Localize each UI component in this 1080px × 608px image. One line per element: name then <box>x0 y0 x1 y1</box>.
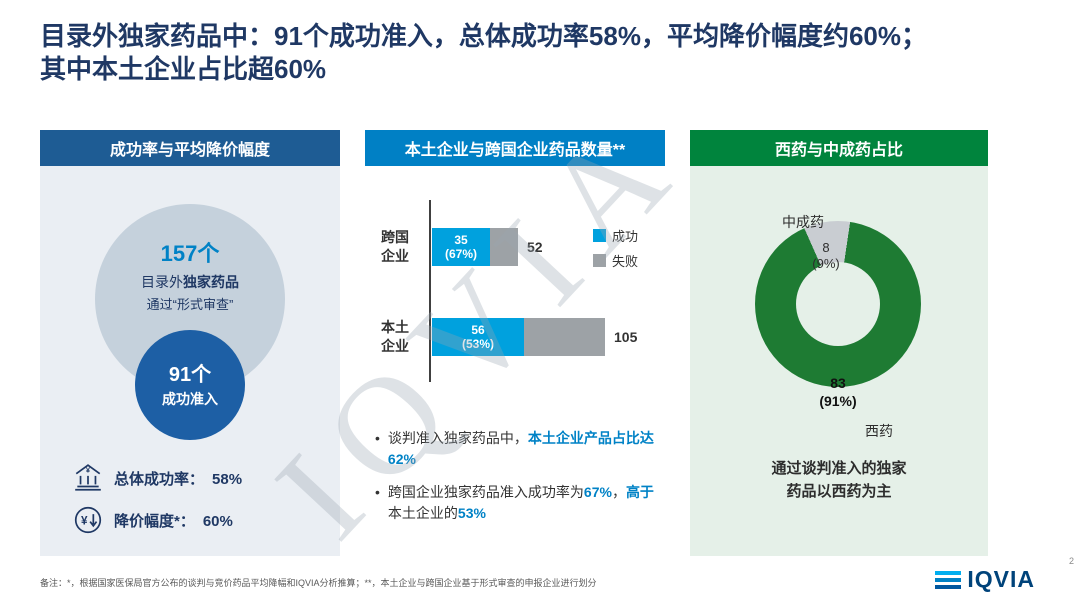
bullet-text-part: 跨国企业独家药品准入成功率为 <box>387 484 584 500</box>
logo-bar <box>935 577 962 582</box>
approved-drugs-circle: 91个 成功准入 <box>135 330 245 440</box>
bullet-marker: • <box>375 484 380 500</box>
y-axis-line <box>429 200 431 382</box>
legend-fail-swatch <box>593 254 606 267</box>
total-drugs-desc: 目录外独家药品 <box>95 272 285 292</box>
page-title: 目录外独家药品中：91个成功准入，总体成功率58%，平均降价幅度约60%； 其中… <box>40 20 1050 85</box>
success-rate-panel: 157个 目录外独家药品 通过“形式审查” 91个 成功准入 ¥ <box>40 166 340 556</box>
bar-percent: (67%) <box>444 247 477 261</box>
approved-count: 91个 <box>168 364 212 386</box>
bullet-2: • 跨国企业独家药品准入成功率为67%，高于本土企业的53% <box>375 482 663 524</box>
price-drop-icon: ¥ <box>72 504 104 536</box>
total-domestic: 105 <box>614 329 638 345</box>
category-line: 本土 <box>381 319 409 335</box>
metric-value: 60% <box>202 512 233 530</box>
logo-bar <box>935 584 962 589</box>
bar-domestic-fail <box>524 318 605 356</box>
price-cut-metric: ¥ 降价幅度*： 60% <box>72 504 233 536</box>
total-multinational: 52 <box>527 239 543 255</box>
approved-label: 成功准入 <box>162 391 218 407</box>
tcm-percent: (9%) <box>812 256 840 272</box>
page-number: 2 <box>1068 556 1074 566</box>
company-bar-chart-panel: 跨国 企业 35 (67%) 52 本土 企业 56 (53%) 105 成功 … <box>365 166 665 556</box>
overall-success-text: 总体成功率： 58% <box>114 468 242 489</box>
category-domestic: 本土 企业 <box>367 318 423 356</box>
bullet-1: • 谈判准入独家药品中，本土企业产品占比达62% <box>375 428 663 470</box>
bullet-text: 跨国企业独家药品准入成功率为67%，高于本土企业的53% <box>388 482 663 524</box>
screening-note: 通过“形式审查” <box>146 297 234 312</box>
category-line: 跨国 <box>381 229 409 245</box>
chart-legend: 成功 失败 <box>593 226 638 276</box>
metric-label: 总体成功率： <box>114 470 205 488</box>
western-count: 83 <box>830 375 846 391</box>
category-line: 企业 <box>381 247 409 264</box>
desc-normal-text: 目录外 <box>141 274 183 290</box>
caption-line-2: 药品以西药为主 <box>786 482 892 500</box>
insight-bullets: • 谈判准入独家药品中，本土企业产品占比达62% • 跨国企业独家药品准入成功率… <box>375 428 663 536</box>
left-panel-header: 成功率与平均降价幅度 <box>40 130 340 166</box>
svg-text:¥: ¥ <box>81 514 88 527</box>
footnote: 备注：*，根据国家医保局官方公布的谈判与竞价药品平均降幅和IQVIA分析推算；*… <box>40 578 597 588</box>
bar-multinational-success: 35 (67%) <box>432 228 490 266</box>
caption-line-1: 通过谈判准入的独家 <box>771 460 907 477</box>
legend-success-label: 成功 <box>612 229 639 244</box>
western-value: 83 (91%) <box>804 374 872 410</box>
metric-label: 降价幅度*： <box>114 512 195 530</box>
bullet-text-part: 谈判准入独家药品中， <box>387 430 528 446</box>
iqvia-logo-bars-icon <box>935 570 962 589</box>
total-drugs-count: 157个 <box>160 241 220 266</box>
donut-caption: 通过谈判准入的独家 药品以西药为主 <box>690 458 988 503</box>
logo-bar <box>935 570 962 575</box>
bullet-text-part: ， <box>611 484 626 500</box>
metric-value: 58% <box>212 470 243 488</box>
category-multinational: 跨国 企业 <box>367 228 423 266</box>
overall-success-metric: ¥ 总体成功率： 58% <box>72 462 242 494</box>
iqvia-logo: IQVIA <box>935 566 1035 593</box>
bullet-text-highlight: 67% <box>583 484 612 500</box>
price-cut-text: 降价幅度*： 60% <box>114 510 233 531</box>
bar-value: 56 <box>471 322 485 337</box>
bar-multinational-fail <box>490 228 518 266</box>
bullet-text: 谈判准入独家药品中，本土企业产品占比达62% <box>388 428 663 470</box>
category-line: 企业 <box>381 337 409 354</box>
svg-text:¥: ¥ <box>86 466 91 475</box>
western-label: 西药 <box>865 423 893 439</box>
western-percent: (91%) <box>819 393 857 410</box>
tcm-count: 8 <box>822 240 830 255</box>
bullet-text-highlight: 53% <box>457 505 486 521</box>
bar-value: 35 <box>454 232 468 247</box>
bank-icon: ¥ <box>72 462 104 494</box>
legend-success-swatch <box>593 229 606 242</box>
donut-hole <box>796 262 880 346</box>
title-line-2: 其中本土企业占比超60% <box>40 53 327 84</box>
bar-percent: (53%) <box>461 337 494 351</box>
iqvia-logo-text: IQVIA <box>967 566 1035 592</box>
bullet-text-part: 本土企业的 <box>387 505 458 521</box>
legend-item-success: 成功 <box>593 226 638 245</box>
tcm-label: 中成药 <box>782 214 824 230</box>
title-line-1: 目录外独家药品中：91个成功准入，总体成功率58%，平均降价幅度约60%； <box>40 21 927 51</box>
bullet-text-highlight: 高于 <box>625 484 654 500</box>
bullet-text-highlight: 本土企业产品占比达62% <box>387 430 654 467</box>
bullet-marker: • <box>375 430 380 446</box>
bar-domestic-success: 56 (53%) <box>432 318 524 356</box>
legend-item-fail: 失败 <box>593 251 638 270</box>
drug-type-panel: 中成药 8 (9%) 83 (91%) 西药 通过谈判准入的独家 药品以西药为主 <box>690 166 988 556</box>
desc-bold-text: 独家药品 <box>183 274 239 290</box>
tcm-value: 8 (9%) <box>802 240 850 273</box>
legend-fail-label: 失败 <box>612 254 639 269</box>
right-panel-header: 西药与中成药占比 <box>690 130 988 166</box>
middle-panel-header: 本土企业与跨国企业药品数量** <box>365 130 665 166</box>
